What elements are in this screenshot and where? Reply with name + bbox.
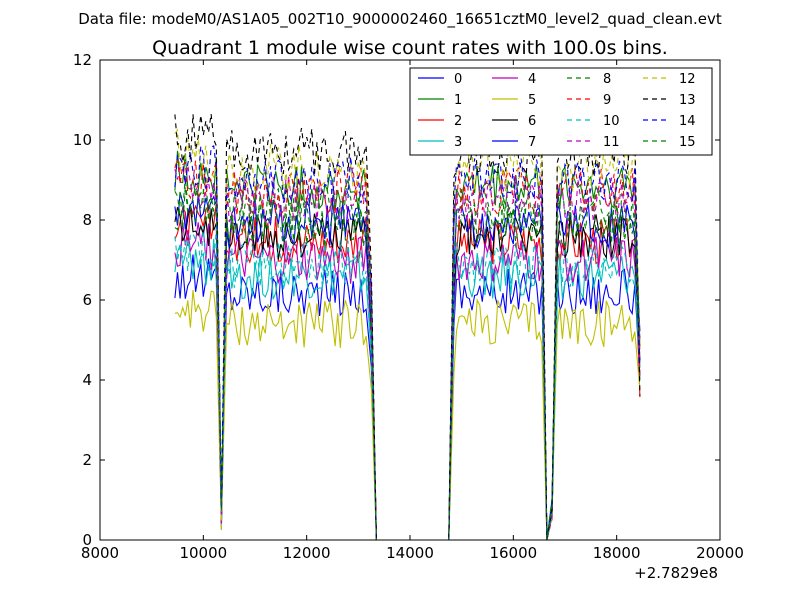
x-tick-label: 12000 <box>283 544 331 562</box>
x-tick-label: 18000 <box>593 544 641 562</box>
series-line-14 <box>174 145 641 541</box>
legend-label-15: 15 <box>679 135 696 150</box>
series-line-15 <box>174 185 641 541</box>
plot-area <box>174 113 641 541</box>
legend-label-10: 10 <box>603 114 620 129</box>
series-line-5 <box>174 290 641 541</box>
series-line-6 <box>174 204 641 541</box>
legend-label-2: 2 <box>454 114 462 129</box>
series-line-8 <box>174 175 641 541</box>
legend-label-12: 12 <box>679 72 696 87</box>
legend-label-3: 3 <box>454 135 462 150</box>
series-line-7 <box>174 192 641 541</box>
y-tick-label: 10 <box>73 131 92 149</box>
legend-label-4: 4 <box>528 72 536 87</box>
series-line-12 <box>174 128 641 541</box>
x-tick-label: 16000 <box>489 544 537 562</box>
series-line-1 <box>174 150 641 541</box>
x-offset-label: +2.7829e8 <box>634 564 718 582</box>
series-line-13 <box>174 113 641 541</box>
legend-label-1: 1 <box>454 93 462 108</box>
series-line-3 <box>174 238 641 541</box>
legend-label-8: 8 <box>603 72 611 87</box>
x-tick-label: 8000 <box>81 544 119 562</box>
y-tick-label: 12 <box>73 51 92 69</box>
series-line-10 <box>174 226 641 541</box>
x-tick-label: 14000 <box>386 544 434 562</box>
chart-title: Quadrant 1 module wise count rates with … <box>152 37 668 59</box>
legend-label-7: 7 <box>528 135 536 150</box>
y-tick-label: 0 <box>82 531 92 549</box>
y-tick-label: 8 <box>82 211 92 229</box>
legend-label-11: 11 <box>603 135 620 150</box>
y-tick-label: 2 <box>82 451 92 469</box>
y-tick-label: 6 <box>82 291 92 309</box>
x-tick-label: 10000 <box>179 544 227 562</box>
series-line-2 <box>174 202 641 541</box>
legend-label-13: 13 <box>679 93 696 108</box>
legend-label-9: 9 <box>603 93 611 108</box>
x-tick-label: 20000 <box>696 544 744 562</box>
y-tick-label: 4 <box>82 371 92 389</box>
axis-ticks: 8000 10000 12000 14000 16000 18000 20000 0 2 4 6 8 1… <box>73 51 744 562</box>
suptitle: Data file: modeM0/AS1A05_002T10_90000024… <box>78 10 722 29</box>
legend-label-6: 6 <box>528 114 536 129</box>
legend-label-0: 0 <box>454 72 462 87</box>
legend-label-5: 5 <box>528 93 536 108</box>
legend-label-14: 14 <box>679 114 696 129</box>
